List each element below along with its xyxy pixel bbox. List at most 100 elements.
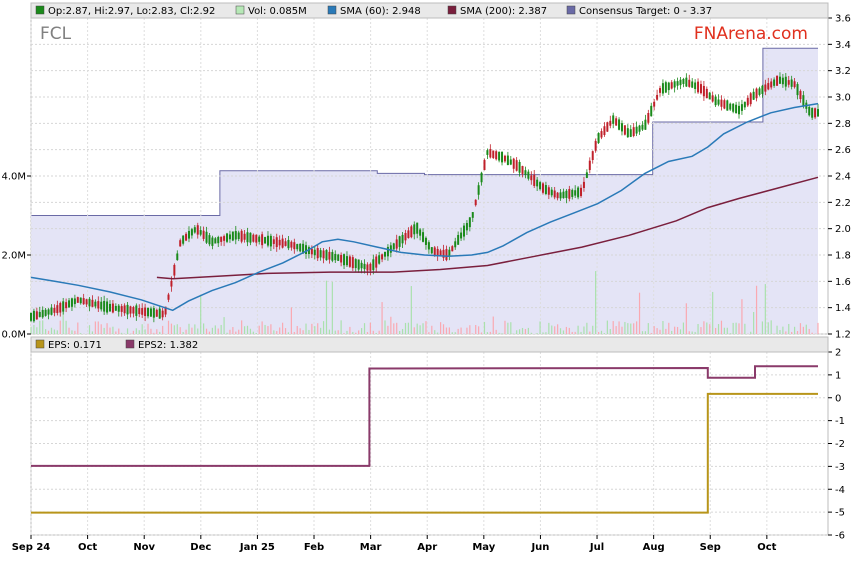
volume-bar [445, 327, 448, 334]
candle-body [44, 309, 47, 316]
legend-bar-bottom [30, 336, 829, 353]
candle-body [120, 306, 123, 312]
candle-body [413, 224, 416, 235]
volume-bar [33, 324, 35, 334]
candle-body [398, 236, 401, 247]
eps-tick-label: 2 [835, 348, 841, 359]
volume-tick-label: 4.0M [1, 172, 26, 183]
volume-bar [776, 325, 778, 334]
x-tick-label: Jan 25 [239, 542, 275, 553]
candle-body [258, 236, 261, 242]
candle-body [422, 232, 425, 242]
volume-bars [30, 271, 819, 334]
candle-body [778, 76, 781, 84]
candle-body [574, 190, 577, 196]
candle-body [697, 81, 700, 93]
sma-lines [30, 102, 819, 312]
volume-bar [296, 325, 298, 334]
volume-bar [214, 325, 216, 334]
volume-bar [580, 331, 582, 334]
candle-body [264, 237, 267, 244]
price-tick-label: 1.2 [835, 330, 851, 341]
volume-bar [229, 329, 231, 334]
candle-body [132, 307, 135, 314]
candle-body [588, 160, 591, 171]
price-tick-label: 1.8 [835, 251, 851, 262]
eps-y-axis: -6 -5 -4 -3 -2 -1 0 1 2 [828, 348, 845, 542]
volume-bar [334, 330, 336, 334]
candle-body [565, 190, 568, 198]
volume-bar [135, 328, 137, 334]
volume-bar [691, 331, 693, 334]
volume-bar [182, 332, 184, 334]
volume-bar [194, 324, 196, 334]
candle-body [691, 81, 694, 88]
candle-body [392, 243, 395, 250]
volume-bar [258, 325, 260, 334]
volume-bar [416, 323, 418, 334]
eps-lines [31, 365, 818, 514]
volume-bar [355, 332, 357, 334]
candle-body [182, 235, 185, 244]
candle-body [615, 118, 618, 126]
candle-body [322, 250, 325, 259]
volume-bar [609, 328, 611, 334]
volume-bar [489, 331, 491, 334]
candle-body [571, 189, 574, 197]
eps-tick-label: -3 [835, 462, 845, 473]
candle-body [73, 298, 76, 305]
volume-bar [197, 328, 199, 334]
volume-bar [282, 322, 284, 334]
candle-body [155, 309, 158, 317]
candle-body [439, 250, 442, 256]
volume-bar [644, 331, 646, 334]
candle-body [445, 249, 448, 261]
candle-body [618, 119, 621, 130]
candle-body [76, 297, 79, 303]
candle-body [661, 83, 664, 94]
volume-bar [770, 320, 772, 334]
eps-tick-label: -1 [835, 416, 845, 427]
volume-bar [255, 333, 257, 334]
candle-body [193, 227, 196, 233]
candle-body [764, 84, 767, 92]
volume-bar [750, 331, 752, 334]
volume-bar [112, 326, 114, 334]
candle-body [32, 310, 35, 322]
candle-body [796, 84, 799, 96]
volume-bar [627, 323, 629, 334]
candle-body [503, 155, 506, 162]
volume-bar [91, 331, 94, 334]
volume-bar [279, 327, 281, 334]
candle-body [129, 306, 132, 314]
volume-bar [235, 331, 237, 334]
volume-bar [200, 294, 202, 334]
candle-body [246, 232, 249, 243]
candle-body [541, 183, 544, 193]
volume-bar [583, 326, 585, 334]
candle-body [208, 235, 211, 245]
volume-bar [217, 328, 219, 334]
price-tick-label: 3.0 [835, 93, 851, 104]
candle-body [202, 230, 205, 239]
candle-body [173, 264, 176, 276]
consensus-target-line [31, 47, 818, 216]
candle-body [59, 303, 62, 313]
candle-body [255, 234, 258, 243]
volume-bar [62, 302, 64, 334]
volume-bar [331, 281, 333, 334]
volume-bar [141, 324, 143, 334]
eps-tick-label: -5 [835, 508, 845, 519]
volume-bar [138, 330, 140, 334]
candle-body [252, 234, 255, 242]
volume-tick-label: 0.0M [1, 330, 26, 341]
candle-body [647, 113, 650, 123]
volume-bar [638, 292, 641, 334]
volume-bar [238, 329, 240, 334]
candle-body [381, 254, 384, 260]
volume-bar [788, 323, 790, 334]
volume-bar [325, 280, 328, 334]
volume-bar [510, 322, 512, 334]
candle-body [47, 309, 50, 315]
candle-body [585, 172, 588, 178]
